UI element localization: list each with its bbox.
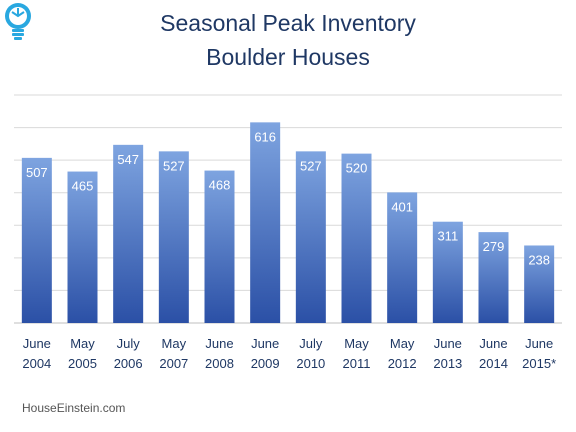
data-label: 279: [483, 239, 505, 254]
x-tick-label-year: 2012: [388, 356, 417, 371]
x-tick-label-month: May: [344, 336, 369, 351]
data-label: 527: [300, 158, 322, 173]
chart-title-line1: Seasonal Peak Inventory: [160, 10, 416, 36]
bar: [524, 245, 555, 323]
x-tick-label-year: 2011: [343, 356, 371, 371]
data-label: 527: [163, 158, 185, 173]
x-tick-label-month: May: [162, 336, 187, 351]
bar: [387, 192, 418, 323]
chart-title-line2: Boulder Houses: [206, 44, 370, 70]
x-tick-label-month: June: [525, 336, 553, 351]
data-label: 465: [72, 179, 94, 194]
data-label: 520: [346, 161, 368, 176]
data-label: 468: [209, 178, 231, 193]
data-labels: 507 465 547 527 468 616 527 520 401 311 279 238: [26, 129, 550, 267]
x-tick-labels: June 2004 May 2005 July 2006 May 2007 June 2008 Ju…: [22, 336, 556, 371]
data-label: 547: [117, 152, 139, 167]
x-tick-label-year: 2015*: [522, 356, 556, 371]
bar: [158, 151, 189, 323]
x-tick-label-month: June: [434, 336, 462, 351]
bar: [478, 232, 509, 323]
bar: [67, 171, 98, 323]
lightbulb-icon: [5, 3, 31, 40]
x-tick-label-year: 2007: [159, 356, 188, 371]
data-label: 507: [26, 165, 48, 180]
data-label: 401: [391, 199, 413, 214]
x-tick-label-year: 2014: [479, 356, 508, 371]
source-label: HouseEinstein.com: [22, 401, 126, 415]
bar: [432, 221, 463, 323]
x-tick-label-month: June: [479, 336, 507, 351]
bar: [21, 157, 52, 323]
bars: [21, 122, 555, 323]
x-tick-label-month: July: [117, 336, 141, 351]
x-tick-label-year: 2005: [68, 356, 97, 371]
bar: [250, 122, 281, 323]
data-label: 238: [528, 252, 550, 267]
x-tick-label-year: 2010: [296, 356, 325, 371]
x-tick-label-month: June: [205, 336, 233, 351]
bar: [295, 151, 326, 323]
x-tick-label-year: 2006: [114, 356, 143, 371]
x-tick-label-year: 2008: [205, 356, 234, 371]
data-label: 616: [254, 129, 276, 144]
x-tick-label-month: June: [251, 336, 279, 351]
x-tick-label-month: July: [299, 336, 323, 351]
bar: [204, 170, 235, 323]
bar: [113, 144, 144, 323]
x-tick-label-year: 2013: [433, 356, 462, 371]
gridlines: [14, 94, 562, 324]
x-tick-label-month: May: [70, 336, 95, 351]
data-label: 311: [437, 229, 458, 244]
x-tick-label-year: 2009: [251, 356, 280, 371]
x-tick-label-month: June: [23, 336, 51, 351]
bar: [341, 153, 372, 323]
x-tick-label-month: May: [390, 336, 415, 351]
x-tick-label-year: 2004: [22, 356, 51, 371]
